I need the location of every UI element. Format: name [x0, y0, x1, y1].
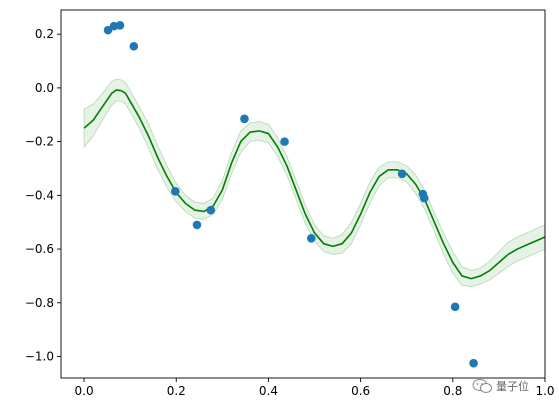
data-point-9 — [306, 234, 316, 243]
x-tick-label-3: 0.6 — [351, 384, 370, 398]
watermark: 量子位 — [472, 379, 529, 393]
x-tick-label-2: 0.4 — [259, 384, 278, 398]
data-point-6 — [206, 205, 216, 215]
data-point-4 — [171, 187, 180, 196]
data-point-12 — [419, 193, 429, 203]
data-point-3 — [129, 41, 139, 51]
watermark-label: 量子位 — [496, 379, 529, 393]
data-point-8 — [280, 137, 289, 146]
x-tick-label-1: 0.2 — [167, 384, 186, 398]
y-tick-label-6: −1.0 — [25, 350, 54, 364]
data-point-10 — [397, 169, 407, 179]
x-tick-label-5: 1.0 — [535, 384, 554, 398]
data-point-5 — [192, 220, 202, 230]
data-point-7 — [240, 114, 249, 124]
x-tick-label-0: 0.0 — [75, 384, 94, 398]
mean-curve-line — [83, 89, 546, 280]
axes: 0.0 0.2 0.4 0.6 0.8 1.0 0.2 0.0 −0.2 −0.4 −0.6 −0.8… — [25, 9, 555, 398]
y-tick-label-5: −0.8 — [25, 296, 54, 310]
x-tick-label-4: 0.8 — [443, 384, 462, 398]
wechat-icon — [472, 379, 492, 393]
y-tick-label-0: 0.2 — [35, 27, 54, 41]
plot-area — [83, 21, 546, 368]
data-point-14 — [469, 358, 478, 368]
data-point-13 — [450, 302, 460, 312]
y-tick-label-4: −0.6 — [25, 242, 54, 256]
y-tick-label-1: 0.0 — [35, 81, 54, 95]
y-tick-label-3: −0.4 — [25, 188, 54, 202]
axes-frame — [60, 9, 546, 379]
y-tick-label-2: −0.2 — [25, 135, 54, 149]
data-point-2 — [115, 21, 125, 30]
